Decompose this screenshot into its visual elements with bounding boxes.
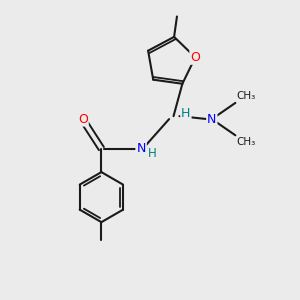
Text: O: O <box>78 112 88 126</box>
Text: CH₃: CH₃ <box>237 92 256 101</box>
Text: N: N <box>207 112 217 126</box>
Text: N: N <box>136 142 146 155</box>
Text: O: O <box>190 51 200 64</box>
Text: H: H <box>181 107 190 120</box>
Text: CH₃: CH₃ <box>237 137 256 147</box>
Text: H: H <box>148 147 157 160</box>
